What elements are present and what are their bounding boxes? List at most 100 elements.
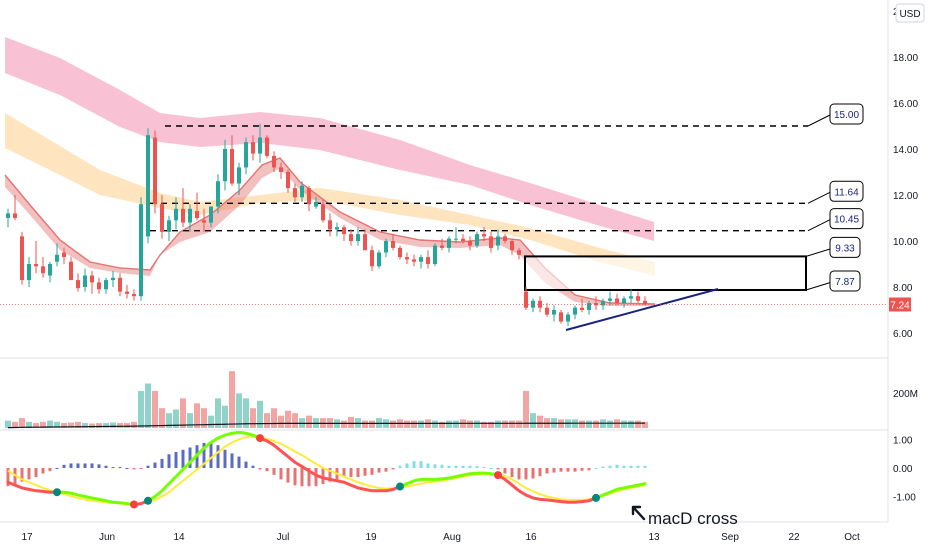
candle-body (237, 167, 241, 184)
macd-histogram-bar (517, 468, 521, 480)
macd-histogram-bar (615, 464, 619, 468)
last-price-tag (889, 297, 911, 312)
volume-bar (642, 421, 648, 428)
volume-bar (537, 415, 543, 428)
volume-bar (348, 416, 354, 428)
candle-body (342, 227, 346, 235)
candle-body (447, 238, 451, 248)
volume-bar (152, 390, 158, 428)
currency-badge[interactable]: USD (895, 3, 925, 23)
middle-ma-band (5, 113, 655, 276)
range-bottom-label: 7.87 (835, 277, 855, 288)
macd-line-segment (258, 436, 402, 493)
candle-body (622, 298, 626, 304)
time-tick-label: 13 (648, 532, 660, 543)
macd-histogram-bar (433, 464, 437, 468)
candle-body (188, 208, 192, 223)
candle-body (594, 303, 598, 306)
price-tick-label: 8.00 (893, 283, 913, 294)
candle-body (363, 234, 367, 251)
candle-body (300, 185, 304, 198)
time-tick-label: Jun (99, 532, 115, 543)
macd-histogram-bar (258, 468, 262, 470)
macd-cross-marker (144, 496, 152, 505)
macd-histogram-bar (307, 468, 311, 487)
macd-tick-label: 1.00 (893, 436, 913, 447)
candle-body (174, 208, 178, 221)
volume-bar (166, 413, 172, 428)
volume-bar (495, 420, 501, 428)
volume-bar (68, 422, 74, 428)
candle-body (111, 277, 115, 281)
macd-histogram-bar (181, 449, 185, 468)
candle-body (146, 135, 150, 237)
candle-body (90, 275, 94, 283)
time-tick-label: Sep (721, 532, 739, 543)
macd-histogram-bar (328, 468, 332, 482)
arrow-up-left-icon (631, 505, 646, 521)
macd-line-segment (594, 482, 647, 500)
volume-bar (145, 383, 151, 428)
level-callout-box (829, 208, 864, 230)
macd-line-segment (398, 471, 500, 489)
time-tick-label: Oct (844, 532, 860, 543)
moving-average-bands (4, 37, 656, 306)
candle-body (293, 188, 297, 198)
candle-body (160, 204, 164, 232)
macd-histogram-bar (132, 468, 136, 470)
candle-body (139, 204, 143, 297)
candle-body (468, 241, 472, 246)
volume-bar (117, 423, 123, 428)
macd-histogram-bar (363, 468, 367, 476)
candle-body (475, 234, 479, 246)
volume-bar (201, 408, 207, 428)
volume-bar (509, 420, 515, 428)
candle-body (461, 238, 465, 241)
candle-body (566, 314, 570, 322)
currency-label: USD (899, 9, 920, 20)
macd-histogram-bar (419, 461, 423, 468)
macd-tick-label: -1.00 (893, 493, 916, 504)
candle-body (223, 149, 227, 182)
candle-body (433, 245, 437, 264)
volume-bar (19, 418, 25, 428)
macd-histogram-bar (342, 468, 346, 478)
candle-body (440, 245, 444, 248)
macd-histogram-bar (384, 468, 388, 472)
macd-histogram-bar (538, 468, 542, 477)
macd-cross-marker (494, 471, 502, 480)
level-label: 11.64 (834, 187, 859, 198)
candle-body (377, 252, 381, 267)
time-tick-label: 19 (365, 532, 377, 543)
macd-histogram-bar (510, 468, 514, 478)
candle-body (321, 204, 325, 221)
range-rectangle (524, 255, 807, 291)
volume-bar (96, 423, 102, 428)
range-box: 9.33 7.87 (524, 236, 861, 292)
volume-bar (243, 398, 249, 428)
macd-histogram-bar (398, 465, 402, 468)
macd-histogram-bar (167, 454, 171, 468)
macd-histogram-bar (587, 468, 591, 471)
volume-bar (159, 408, 165, 428)
macd-histogram-bar (125, 468, 129, 469)
candle-body (314, 201, 318, 207)
macd-histogram-bar (608, 465, 612, 468)
candle-body (405, 257, 409, 260)
candle-body (272, 155, 276, 168)
volume-bar (621, 420, 627, 428)
macd-histogram-bar (118, 467, 122, 469)
macd-histogram-bar (531, 468, 535, 479)
macd-histogram-bar (545, 468, 549, 474)
annotation-text: macD cross (648, 509, 738, 528)
candle-body (76, 280, 80, 289)
candle-body (636, 296, 640, 301)
macd-histogram-bar (349, 468, 353, 478)
macd-histogram-bar (314, 468, 318, 487)
volume-bar (369, 420, 375, 428)
candle-body (496, 236, 500, 246)
candle-body (209, 206, 213, 223)
macd-histogram-bar (293, 468, 297, 486)
candle-body (167, 220, 171, 232)
